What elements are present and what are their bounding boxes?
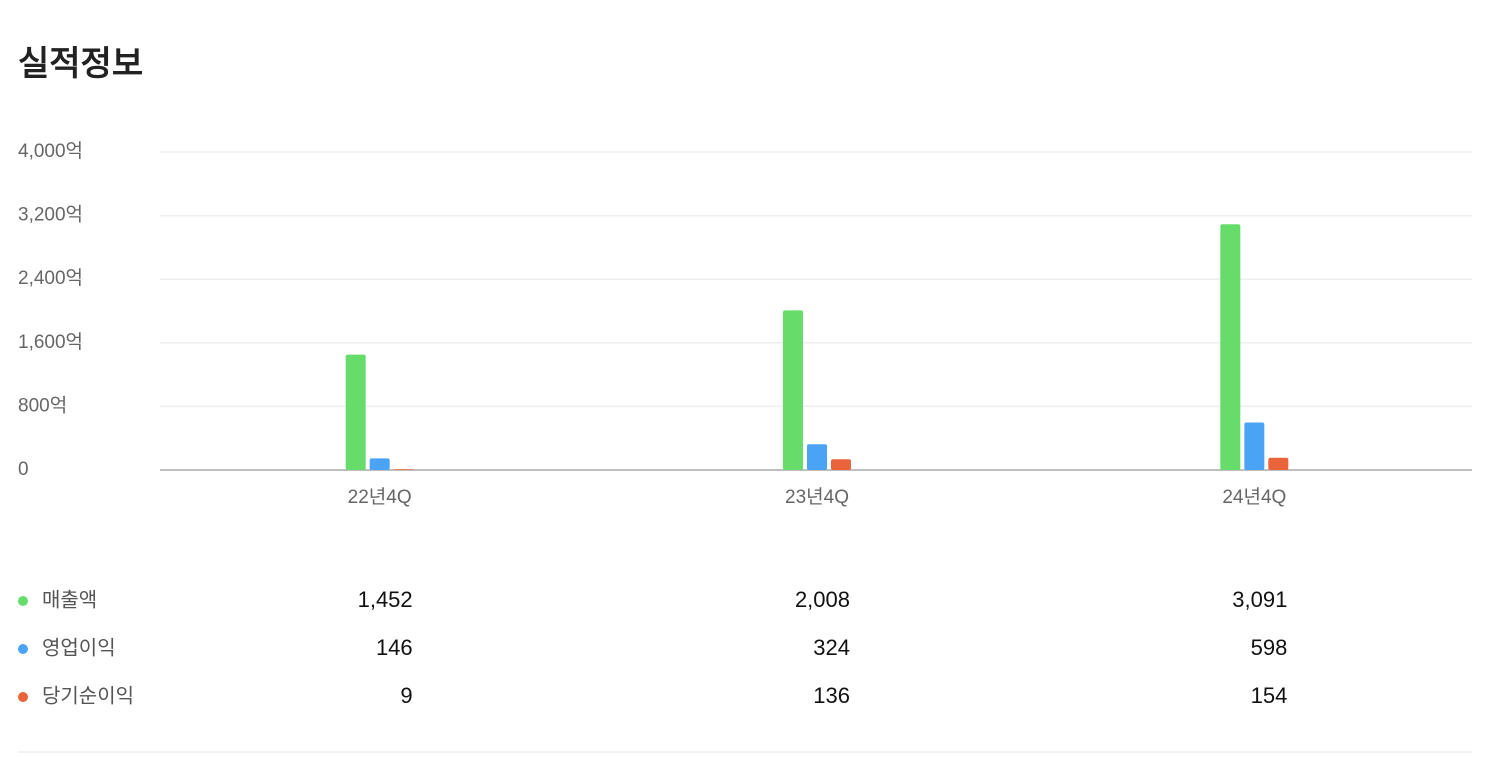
table-value: 2,008 [795, 587, 850, 612]
table-value: 154 [1251, 683, 1288, 708]
y-tick-label: 2,400억 [18, 267, 83, 289]
legend-marker [18, 644, 28, 654]
table-value: 9 [400, 683, 412, 708]
bar [831, 459, 851, 470]
legend-marker [18, 596, 28, 606]
y-tick-label: 4,000억 [18, 140, 83, 162]
chart-title: 실적정보 [18, 45, 143, 83]
bar [393, 469, 414, 470]
bar [1220, 224, 1241, 470]
table-value: 1,452 [358, 587, 413, 612]
table-value: 3,091 [1232, 587, 1287, 612]
x-tick-label: 22년4Q [348, 486, 412, 508]
table-value: 136 [813, 683, 850, 708]
bar [783, 310, 803, 470]
bar [1244, 422, 1265, 470]
y-tick-label: 3,200억 [18, 204, 83, 226]
bar [807, 444, 827, 470]
legend-label: 매출액 [42, 588, 97, 611]
table-value: 146 [376, 635, 413, 660]
x-tick-label: 24년4Q [1222, 486, 1286, 508]
bar [345, 354, 366, 470]
table-value: 324 [813, 635, 850, 660]
y-tick-label: 800억 [18, 394, 67, 416]
x-tick-label: 23년4Q [785, 486, 849, 508]
table-value: 598 [1251, 635, 1288, 660]
bar [369, 458, 390, 470]
y-tick-label: 0 [18, 459, 29, 480]
y-tick-label: 1,600억 [18, 331, 83, 353]
bar [1268, 457, 1289, 470]
legend-marker [18, 692, 28, 702]
legend-label: 영업이익 [42, 636, 116, 659]
legend-label: 당기순이익 [42, 684, 134, 707]
